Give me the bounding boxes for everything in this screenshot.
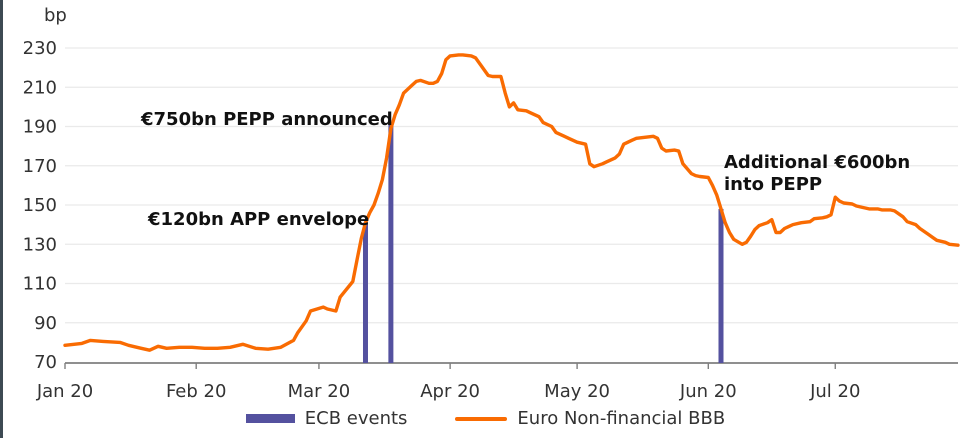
legend-item-ecb-events: ECB events xyxy=(245,408,408,429)
ecb-event-bar xyxy=(718,208,724,363)
y-tick-label: 150 xyxy=(23,195,57,216)
y-tick-label: 210 xyxy=(23,77,57,98)
x-tick-label: May 20 xyxy=(544,381,610,402)
y-tick-label: 110 xyxy=(23,274,57,295)
ecb-event-bar xyxy=(362,222,368,363)
annotation-line-1: Additional €600bn xyxy=(724,152,911,173)
annotation-pepp-announced: €750bn PEPP announced xyxy=(141,109,393,130)
bbb-line-swatch xyxy=(455,416,508,421)
ecb-events-swatch xyxy=(245,414,295,423)
legend-label-bbb: Euro Non-financial BBB xyxy=(517,408,726,429)
y-tick-label: 230 xyxy=(23,38,57,59)
bbb-spread-line xyxy=(63,53,960,352)
x-tick-label: Jun 20 xyxy=(679,381,737,402)
legend: ECB events Euro Non-financial BBB xyxy=(0,408,971,429)
y-tick-label: 130 xyxy=(23,234,57,255)
ecb-event-bar xyxy=(388,124,394,363)
x-tick-label: Mar 20 xyxy=(288,381,351,402)
legend-label-ecb-events: ECB events xyxy=(304,408,408,429)
x-tick-label: Jan 20 xyxy=(36,381,93,402)
x-tick-label: Apr 20 xyxy=(420,381,480,402)
x-tick-label: Jul 20 xyxy=(809,381,860,402)
y-tick-label: 70 xyxy=(34,352,57,373)
x-tick-label: Feb 20 xyxy=(166,381,227,402)
y-axis-unit-label: bp xyxy=(44,5,67,26)
y-tick-label: 190 xyxy=(23,117,57,138)
legend-item-bbb: Euro Non-financial BBB xyxy=(455,408,725,429)
annotation-line-2: into PEPP xyxy=(724,174,823,195)
annotation-additional-pepp: Additional €600bn into PEPP xyxy=(724,152,910,196)
annotation-app-envelope: €120bn APP envelope xyxy=(148,209,370,230)
y-tick-label: 90 xyxy=(34,313,57,334)
window-edge xyxy=(0,0,3,438)
y-tick-label: 170 xyxy=(23,156,57,177)
